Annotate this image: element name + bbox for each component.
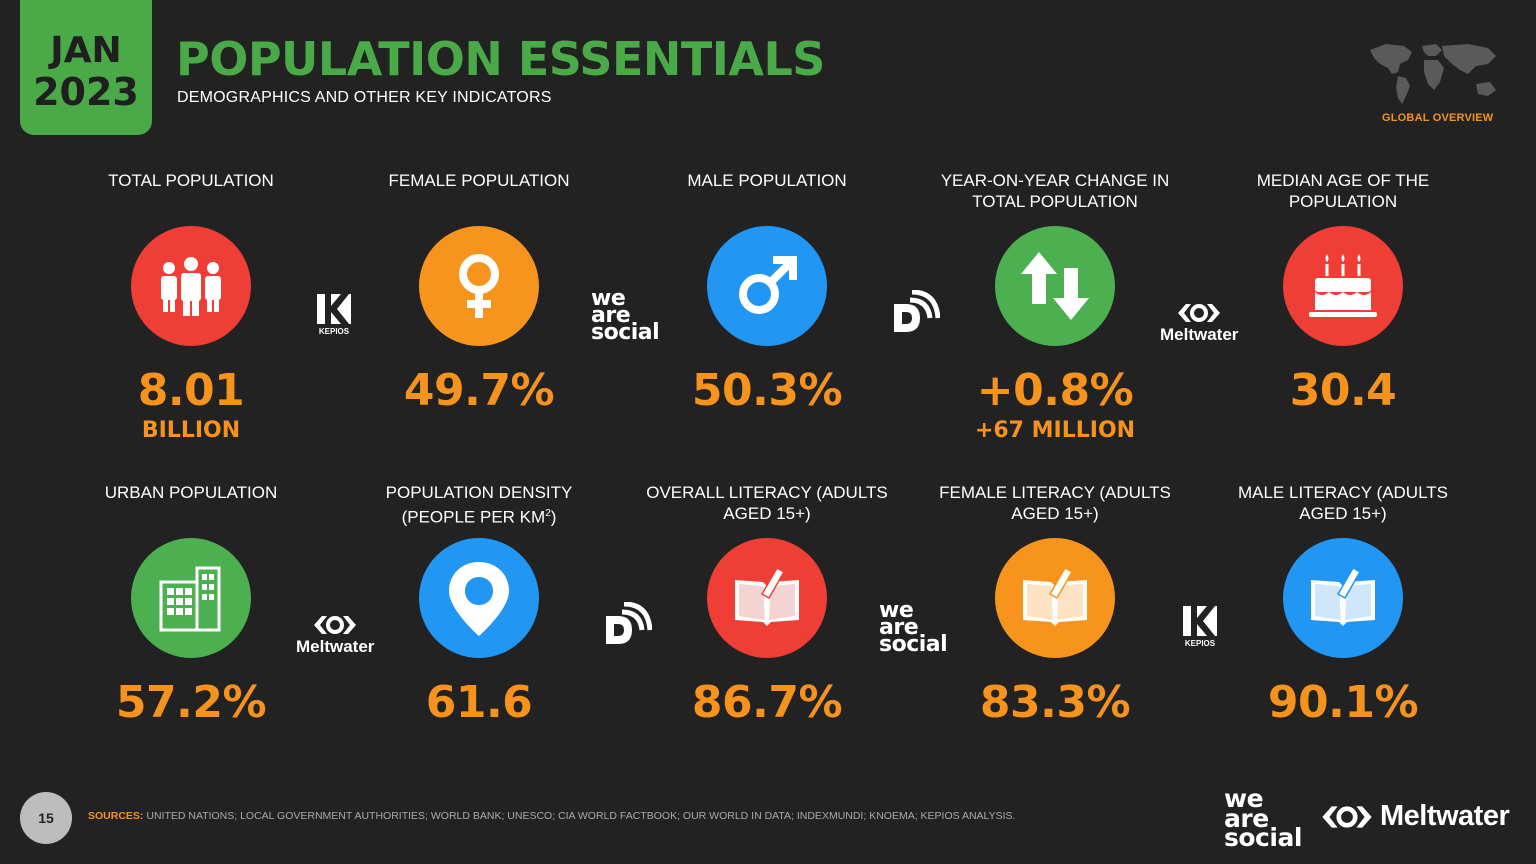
male-icon	[707, 226, 827, 346]
stat-total-population: TOTAL POPULATION 8.01 BILLION	[61, 170, 321, 443]
global-overview-label: GLOBAL OVERVIEW	[1382, 112, 1494, 124]
stat-label: MALE POPULATION	[687, 171, 847, 190]
meltwater-icon	[1178, 304, 1221, 322]
stat-label: OVERALL LITERACY (ADULTS AGED 15+)	[646, 483, 888, 523]
people-icon	[131, 226, 251, 346]
stat-population-density: POPULATION DENSITY (PEOPLE PER KM2) 61.6	[349, 482, 609, 728]
world-map-icon	[1370, 44, 1496, 104]
stat-label: MALE LITERACY (ADULTS AGED 15+)	[1237, 483, 1449, 523]
stat-label: MEDIAN AGE OF THE POPULATION	[1256, 171, 1430, 211]
stat-label: YEAR-ON-YEAR CHANGE IN TOTAL POPULATION	[940, 171, 1170, 211]
page-number: 15	[20, 792, 72, 844]
stat-overall-literacy: OVERALL LITERACY (ADULTS AGED 15+) 86.7%	[637, 482, 897, 728]
stat-value: 83.3%	[979, 677, 1131, 728]
sources-text: SOURCES: UNITED NATIONS; LOCAL GOVERNMEN…	[88, 810, 1016, 822]
stat-label: POPULATION DENSITY (PEOPLE PER KM2)	[385, 483, 573, 527]
kepios-icon	[1183, 606, 1217, 636]
stat-female-literacy: FEMALE LITERACY (ADULTS AGED 15+) 83.3%	[925, 482, 1185, 728]
birthday-cake-icon	[1283, 226, 1403, 346]
date-month: JAN	[50, 29, 122, 71]
stat-male-population: MALE POPULATION 50.3%	[637, 170, 897, 416]
we-are-social-logo: we are social	[591, 286, 660, 346]
stat-value: 57.2%	[115, 677, 267, 728]
stat-label: URBAN POPULATION	[104, 483, 278, 502]
datareportal-logo-icon	[606, 602, 652, 644]
stat-value: 49.7%	[403, 365, 555, 416]
stat-value: 86.7%	[691, 677, 843, 728]
datareportal-logo-icon	[894, 290, 940, 332]
stat-value: 90.1%	[1267, 677, 1419, 728]
kepios-logo: KEPIOS	[1181, 604, 1219, 648]
kepios-logo: KEPIOS	[315, 292, 353, 336]
book-icon	[707, 538, 827, 658]
building-icon	[131, 538, 251, 658]
footer-we-are-social-logo: we are social	[1224, 784, 1302, 852]
stat-value: 8.01	[137, 365, 245, 416]
meltwater-logo: Meltwater	[296, 614, 374, 657]
date-year: 2023	[33, 69, 139, 114]
stat-sub: BILLION	[141, 418, 241, 443]
female-icon	[419, 226, 539, 346]
stat-urban-population: URBAN POPULATION 57.2%	[61, 482, 321, 728]
stat-label: FEMALE LITERACY (ADULTS AGED 15+)	[939, 483, 1171, 523]
footer-meltwater-logo: Meltwater	[1320, 800, 1510, 833]
stat-value: 61.6	[425, 677, 533, 728]
stat-value: +0.8%	[976, 365, 1134, 416]
up-down-arrows-icon	[995, 226, 1115, 346]
book-icon	[1283, 538, 1403, 658]
stat-yoy-change: YEAR-ON-YEAR CHANGE IN TOTAL POPULATION …	[925, 170, 1185, 443]
stat-label: TOTAL POPULATION	[108, 171, 274, 190]
meltwater-logo: Meltwater	[1160, 302, 1238, 345]
stat-female-population: FEMALE POPULATION 49.7%	[349, 170, 609, 416]
map-pin-icon	[419, 538, 539, 658]
stat-value: 30.4	[1289, 365, 1397, 416]
stat-male-literacy: MALE LITERACY (ADULTS AGED 15+) 90.1%	[1213, 482, 1473, 728]
meltwater-icon	[314, 616, 357, 634]
we-are-social-logo: we are social	[879, 598, 948, 658]
stat-label: FEMALE POPULATION	[388, 171, 570, 190]
meltwater-icon	[1322, 805, 1372, 828]
stat-sub: +67 MILLION	[974, 418, 1136, 443]
stat-median-age: MEDIAN AGE OF THE POPULATION 30.4	[1213, 170, 1473, 416]
book-icon	[995, 538, 1115, 658]
page-subtitle: DEMOGRAPHICS AND OTHER KEY INDICATORS	[177, 89, 552, 106]
page-title: POPULATION ESSENTIALS	[176, 32, 825, 86]
date-badge: JAN 2023	[20, 0, 152, 135]
stat-value: 50.3%	[691, 365, 843, 416]
kepios-icon	[317, 294, 351, 324]
